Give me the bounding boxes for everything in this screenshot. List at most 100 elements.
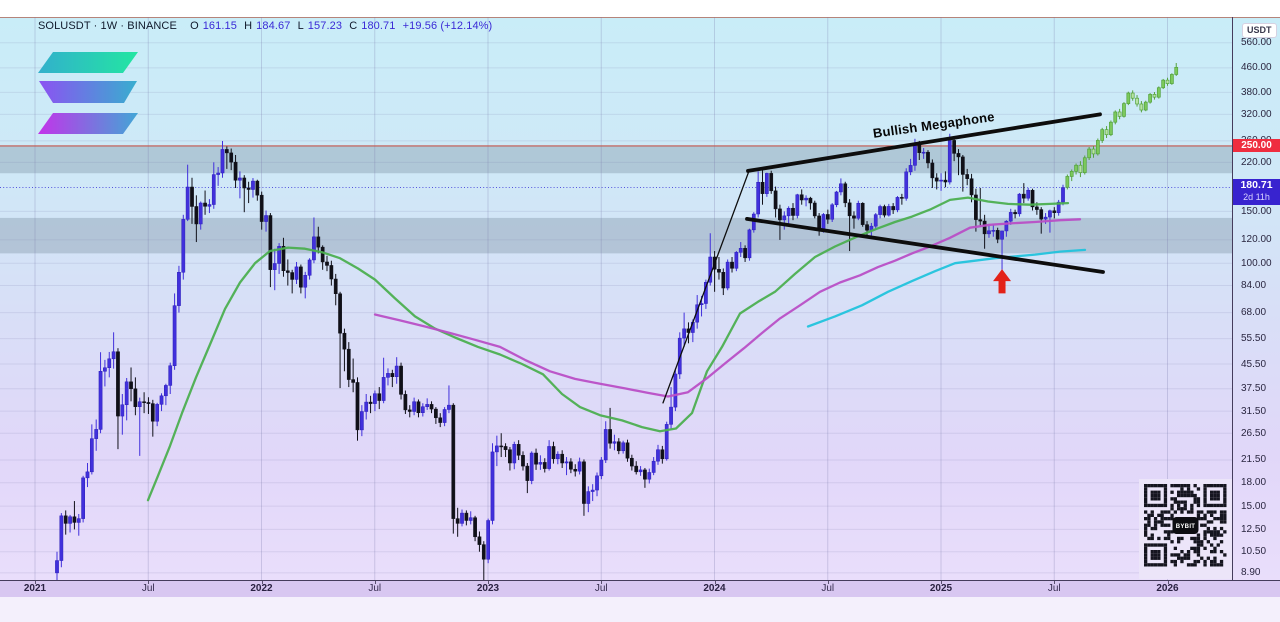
alert-price-label[interactable]: 250.00 [1233, 139, 1280, 152]
projected-candle-body [1135, 97, 1139, 105]
candle-body [172, 305, 177, 366]
candle-body [460, 512, 464, 524]
candle-body [926, 151, 930, 164]
time-axis-tickmark [1054, 581, 1056, 584]
candle-body [338, 293, 342, 334]
candle-body [786, 207, 791, 217]
price-zone [0, 145, 1232, 174]
projected-candle-body [1074, 164, 1078, 172]
time-axis-tickmark [374, 581, 376, 584]
candle-body [120, 404, 125, 417]
candle-body [804, 197, 808, 201]
ohlc-low-value: 157.23 [307, 20, 343, 32]
candle-body [495, 445, 499, 453]
candle-body [360, 411, 364, 431]
ma-fast-line[interactable] [146, 196, 1070, 502]
candle-body [577, 461, 582, 472]
candle-body [1035, 206, 1039, 210]
solana-logo-middle-bar [39, 81, 137, 103]
currency-toggle-button[interactable]: USDT [1242, 23, 1277, 38]
ma-slow-line[interactable] [806, 248, 1087, 328]
candle-body [1008, 212, 1013, 222]
candle-body [386, 373, 390, 378]
price-scale-tick: 84.00 [1241, 280, 1267, 292]
candle-body [285, 270, 290, 273]
projected-candle-body [1130, 92, 1135, 99]
price-zone [0, 217, 1232, 254]
candle-body [878, 206, 882, 215]
candle-body [595, 475, 599, 491]
candle-body [499, 445, 504, 448]
candle-body [721, 272, 726, 289]
trendline-megaphone-lower[interactable] [745, 216, 1105, 274]
candle-body [795, 194, 800, 216]
price-scale-tick: 26.50 [1241, 427, 1267, 439]
candle-body [542, 462, 547, 469]
projected-candle-body [1161, 79, 1166, 89]
candle-body [1043, 216, 1048, 220]
candle-body [569, 461, 573, 470]
projected-candle-body [1100, 129, 1105, 141]
candle-body [194, 206, 199, 225]
candle-body [420, 406, 425, 413]
candle-body [246, 187, 251, 190]
projected-candle-body [1091, 148, 1096, 155]
candles-layer [55, 133, 1065, 580]
projected-candle-body [1174, 66, 1179, 75]
candle-body [943, 179, 948, 183]
candle-body [843, 183, 848, 204]
candle-body [98, 371, 103, 430]
candle-body [978, 219, 983, 222]
price-scale-tick: 460.00 [1241, 62, 1272, 74]
change-value: +19.56 (+12.14%) [402, 20, 493, 32]
candle-body [81, 477, 85, 519]
symbol-title[interactable]: SOLUSDT · 1W · BINANCE [38, 20, 177, 32]
ohlc-open-value: 161.15 [202, 20, 237, 32]
candle-body [355, 382, 360, 431]
candle-body [908, 165, 913, 173]
time-axis-tickmark [601, 581, 603, 584]
time-axis-tick-2024: 2024 [703, 583, 726, 594]
ohlc-close-value: 180.71 [361, 20, 396, 32]
candle-body [486, 520, 490, 560]
projected-candles-layer [1065, 62, 1179, 190]
price-scale-tick: 45.50 [1241, 358, 1267, 370]
ohlc-close-label: C [349, 20, 358, 32]
candle-body [817, 215, 821, 230]
candle-body [329, 265, 334, 280]
ma-mid-line[interactable] [373, 218, 1082, 398]
candle-body [1052, 210, 1057, 213]
candle-body [725, 261, 730, 289]
candle-body [407, 409, 412, 412]
candle-body [451, 404, 456, 519]
bybit-qr-code: BYBIT [1139, 479, 1232, 579]
candle-body [743, 248, 747, 259]
candle-body [882, 206, 887, 216]
candle-body [643, 469, 647, 480]
time-axis-border [0, 580, 1280, 581]
candle-body [325, 261, 329, 266]
candle-body [603, 429, 608, 461]
candle-body [312, 236, 316, 261]
candle-body [834, 191, 839, 206]
time-axis[interactable]: 2021 Jul 2022 Jul 2023 Jul 2024 Jul 2025 Jul 2026 [0, 581, 1280, 597]
price-scale-tick: 560.00 [1241, 37, 1272, 49]
candle-body [351, 379, 355, 383]
candle-body [229, 152, 234, 163]
candle-body [85, 471, 90, 479]
last-price-label: 180.71 2d 11h [1233, 179, 1280, 205]
time-axis-tickmark [941, 581, 942, 584]
candle-body [634, 465, 639, 473]
candle-body [342, 332, 347, 350]
trendline-megaphone-connector[interactable] [662, 170, 750, 404]
up-arrow-marker[interactable] [993, 269, 1012, 294]
candle-body [638, 469, 643, 473]
projected-candle-body [1122, 103, 1126, 117]
trendline-megaphone-upper[interactable] [746, 112, 1102, 173]
candle-body [211, 174, 216, 205]
candle-body [416, 401, 421, 413]
ohlc-high-value: 184.67 [256, 20, 291, 32]
candle-body [181, 219, 186, 273]
supply-demand-zones [0, 145, 1232, 254]
